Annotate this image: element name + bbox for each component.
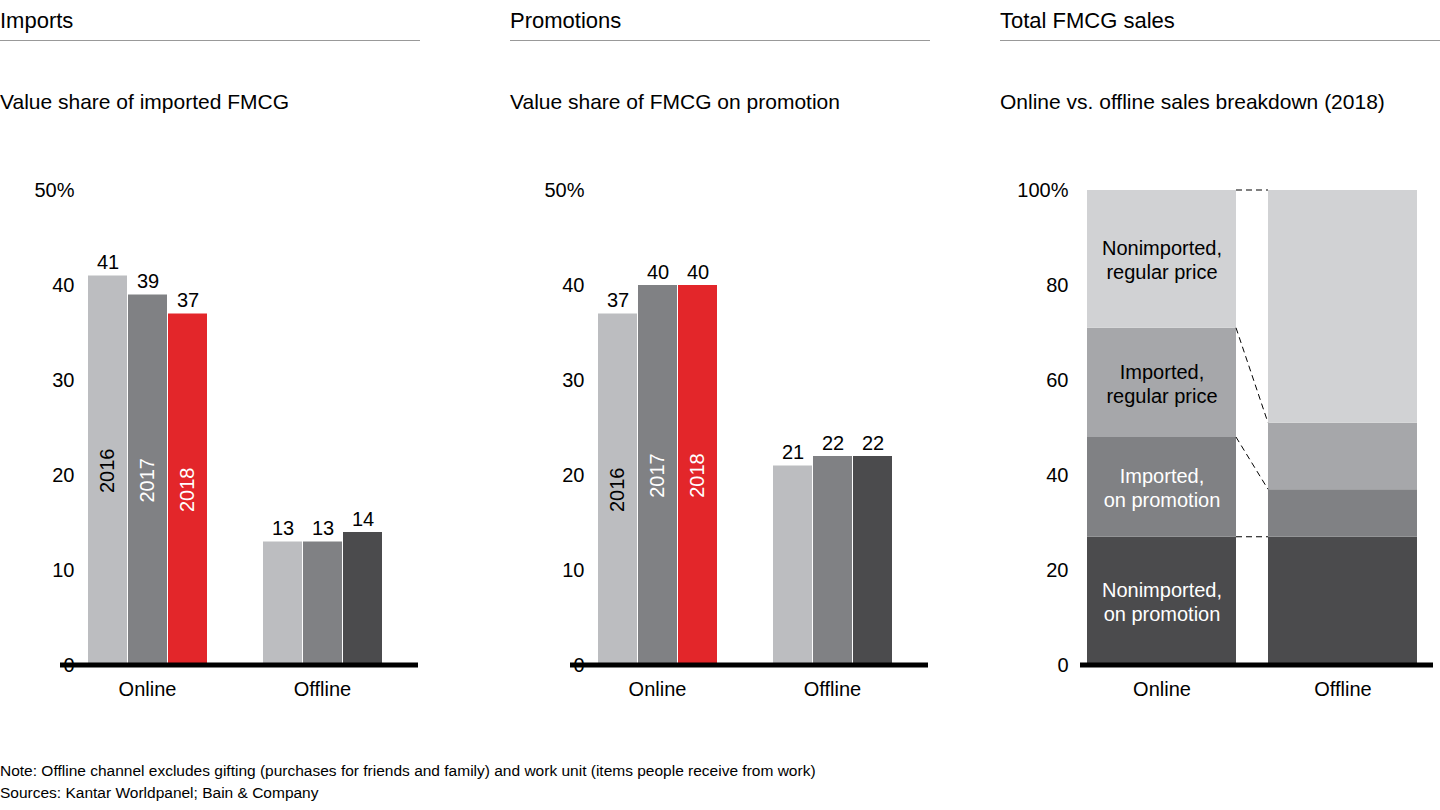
html-text:Value share of FMCG on promoti: Value share of FMCG on promotion bbox=[510, 90, 840, 113]
svg-text:13: 13 bbox=[312, 517, 334, 539]
svg-text:41: 41 bbox=[97, 251, 119, 273]
svg-text:2017: 2017 bbox=[136, 458, 158, 503]
html-text:Promotions: Promotions bbox=[510, 8, 622, 33]
html-text:Value share of imported FMCG: Value share of imported FMCG bbox=[0, 90, 290, 113]
svg-text:100%: 100% bbox=[1017, 179, 1068, 201]
svg-text:22: 22 bbox=[822, 432, 844, 454]
html-text:Sources: Kantar Worldpanel; Ba: Sources: Kantar Worldpanel; Bain & Compa… bbox=[0, 784, 319, 801]
svg-text:0: 0 bbox=[573, 653, 585, 676]
svg-text:10: 10 bbox=[52, 559, 74, 581]
svg-text:30: 30 bbox=[52, 369, 74, 391]
svg-text:Online: Online bbox=[1133, 678, 1191, 700]
svg-text:0: 0 bbox=[63, 653, 75, 676]
svg-text:37: 37 bbox=[607, 289, 629, 311]
svg-text:2017: 2017 bbox=[646, 453, 668, 498]
svg-text:13: 13 bbox=[272, 517, 294, 539]
svg-text:22: 22 bbox=[862, 432, 884, 454]
svg-text:40: 40 bbox=[52, 274, 74, 296]
svg-text:14: 14 bbox=[352, 508, 374, 530]
svg-text:2018: 2018 bbox=[176, 468, 198, 513]
svg-text:Offline: Offline bbox=[1314, 678, 1371, 700]
svg-text:40: 40 bbox=[1046, 464, 1068, 486]
svg-text:40: 40 bbox=[647, 261, 669, 283]
svg-text:Online: Online bbox=[629, 678, 687, 700]
html-text:Note: Offline channel excludes: Note: Offline channel excludes gifting (… bbox=[0, 762, 816, 779]
svg-text:Online: Online bbox=[119, 678, 177, 700]
svg-text:Imported,on promotion: Imported,on promotion bbox=[1104, 465, 1221, 511]
svg-text:20: 20 bbox=[562, 464, 584, 486]
svg-text:40: 40 bbox=[562, 274, 584, 296]
svg-text:30: 30 bbox=[562, 369, 584, 391]
svg-text:2016: 2016 bbox=[96, 449, 118, 494]
svg-text:37: 37 bbox=[177, 289, 199, 311]
html-text:Online vs. offline sales break: Online vs. offline sales breakdown (2018… bbox=[1000, 90, 1385, 113]
svg-text:40: 40 bbox=[687, 261, 709, 283]
svg-text:2018: 2018 bbox=[686, 453, 708, 498]
html-text:Total FMCG sales: Total FMCG sales bbox=[1000, 8, 1175, 33]
svg-text:2016: 2016 bbox=[606, 468, 628, 513]
svg-text:20: 20 bbox=[52, 464, 74, 486]
svg-text:Offline: Offline bbox=[804, 678, 861, 700]
svg-text:60: 60 bbox=[1046, 369, 1068, 391]
html-text:Imports: Imports bbox=[0, 8, 74, 33]
svg-text:Nonimported,on promotion: Nonimported,on promotion bbox=[1102, 579, 1222, 625]
svg-text:80: 80 bbox=[1046, 274, 1068, 296]
svg-text:21: 21 bbox=[782, 441, 804, 463]
svg-text:Offline: Offline bbox=[294, 678, 351, 700]
svg-text:Imported,regular price: Imported,regular price bbox=[1106, 361, 1217, 407]
svg-text:50%: 50% bbox=[544, 179, 584, 201]
svg-text:0: 0 bbox=[1057, 654, 1068, 676]
svg-text:20: 20 bbox=[1046, 559, 1068, 581]
svg-text:10: 10 bbox=[562, 559, 584, 581]
svg-text:Nonimported,regular price: Nonimported,regular price bbox=[1102, 237, 1222, 283]
svg-text:50%: 50% bbox=[34, 179, 74, 201]
svg-text:39: 39 bbox=[137, 270, 159, 292]
